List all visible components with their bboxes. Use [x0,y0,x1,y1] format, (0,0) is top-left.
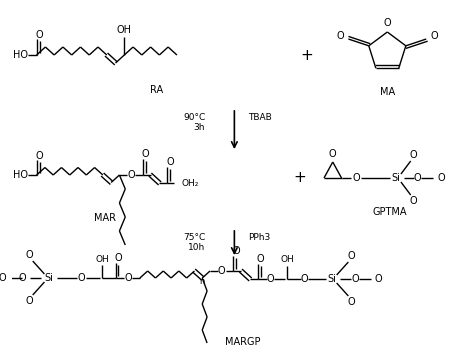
Text: Si: Si [328,274,336,284]
Text: O: O [166,157,174,167]
Text: O: O [142,149,149,159]
Text: O: O [431,31,438,41]
Text: O: O [26,250,34,260]
Text: O: O [78,273,85,283]
Text: 90°C: 90°C [183,113,205,122]
Text: HO: HO [13,50,28,60]
Text: O: O [347,251,355,261]
Text: O: O [266,274,274,284]
Text: MAR: MAR [94,213,116,223]
Text: O: O [329,149,337,159]
Text: OH: OH [117,25,132,35]
Text: O: O [352,173,360,183]
Text: +: + [293,171,306,185]
Text: HO: HO [13,170,28,180]
Text: PPh3: PPh3 [248,233,270,243]
Text: OH: OH [95,254,109,264]
Text: O: O [351,274,359,284]
Text: O: O [233,246,240,256]
Text: OH: OH [280,256,294,265]
Text: 10h: 10h [188,244,205,252]
Text: O: O [410,150,418,160]
Text: O: O [410,196,418,206]
Text: O: O [438,173,446,183]
Text: O: O [18,273,26,283]
Text: O: O [36,30,43,40]
Text: n: n [200,278,205,286]
Text: O: O [257,254,264,264]
Text: O: O [347,297,355,307]
Text: 75°C: 75°C [183,233,205,243]
Text: O: O [414,173,421,183]
Text: 3h: 3h [194,124,205,132]
Text: Si: Si [392,173,401,183]
Text: MA: MA [380,87,395,97]
Text: OH₂: OH₂ [182,179,199,187]
Text: +: + [300,47,313,62]
Text: O: O [336,31,344,41]
Text: O: O [26,296,34,306]
Text: O: O [301,274,308,284]
Text: Si: Si [45,273,54,283]
Text: O: O [0,273,7,283]
Text: O: O [124,273,132,283]
Text: O: O [383,18,391,28]
Text: O: O [128,170,135,180]
Text: RA: RA [150,85,163,95]
Text: O: O [374,274,382,284]
Text: O: O [218,266,226,276]
Text: TBAB: TBAB [248,113,272,122]
Text: MARGP: MARGP [226,337,261,347]
Text: GPTMA: GPTMA [373,207,408,217]
Text: O: O [36,151,43,161]
Text: O: O [115,253,122,263]
